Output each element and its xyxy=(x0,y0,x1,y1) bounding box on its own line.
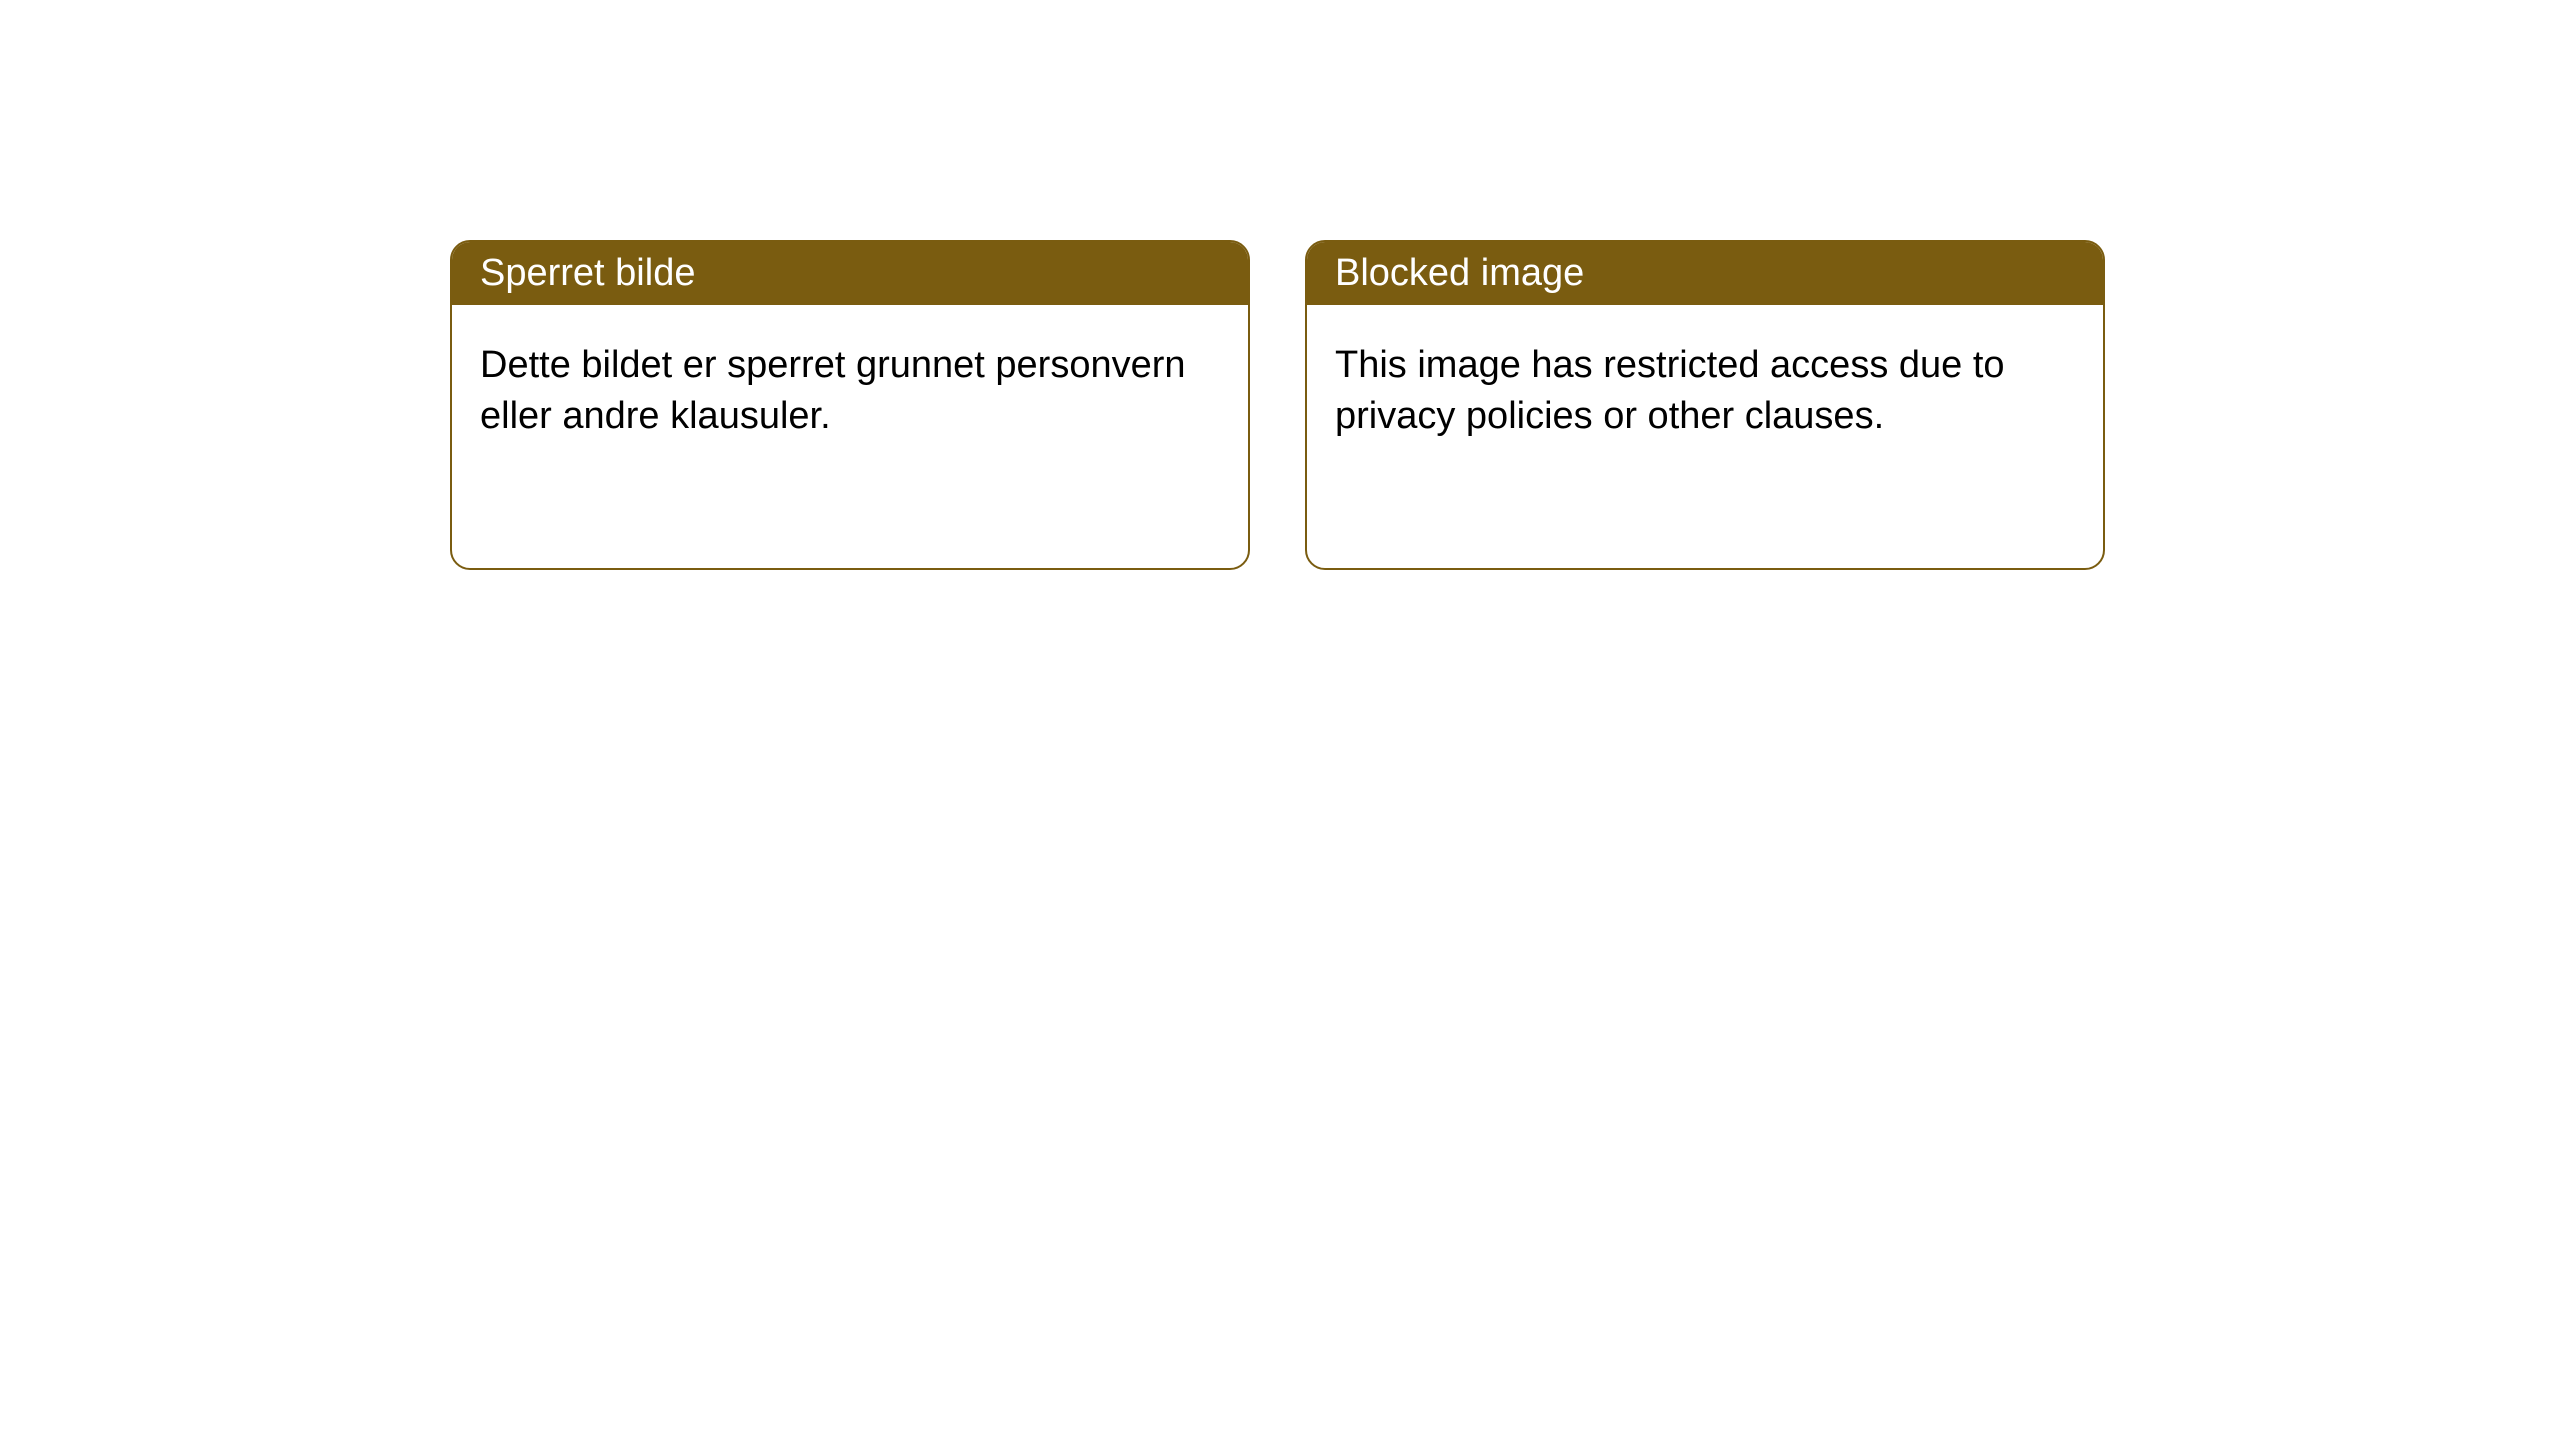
notice-header: Sperret bilde xyxy=(452,242,1248,305)
notice-container: Sperret bilde Dette bildet er sperret gr… xyxy=(450,240,2105,570)
notice-body-text: Dette bildet er sperret grunnet personve… xyxy=(480,344,1186,437)
notice-body: This image has restricted access due to … xyxy=(1307,305,2103,478)
notice-body: Dette bildet er sperret grunnet personve… xyxy=(452,305,1248,478)
notice-title: Sperret bilde xyxy=(480,252,695,294)
notice-body-text: This image has restricted access due to … xyxy=(1335,344,2005,437)
notice-card-english: Blocked image This image has restricted … xyxy=(1305,240,2105,570)
notice-card-norwegian: Sperret bilde Dette bildet er sperret gr… xyxy=(450,240,1250,570)
notice-header: Blocked image xyxy=(1307,242,2103,305)
notice-title: Blocked image xyxy=(1335,252,1584,294)
